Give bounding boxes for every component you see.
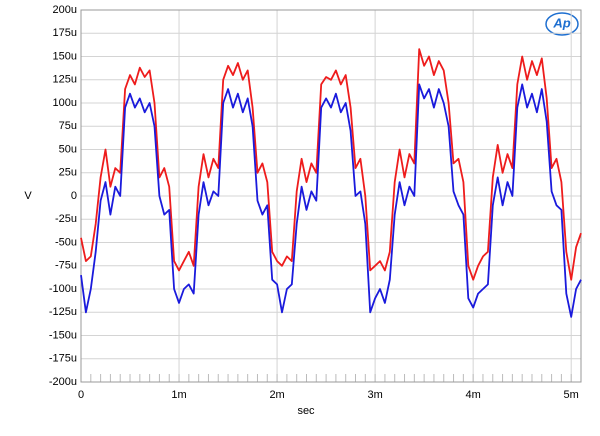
logo-text: Ap [552, 15, 570, 30]
y-tick-label: 100u [53, 97, 77, 109]
y-tick-label: -175u [49, 353, 77, 365]
y-tick-label: 0 [71, 190, 77, 202]
y-tick-label: 125u [53, 74, 77, 86]
y-tick-label: -100u [49, 283, 77, 295]
logo-ring [545, 12, 579, 36]
y-tick-label: -25u [55, 213, 77, 225]
y-tick-label: 50u [59, 143, 77, 155]
plot-frame [80, 9, 582, 383]
y-tick-label: -150u [49, 329, 77, 341]
y-tick-label: 75u [59, 120, 77, 132]
x-tick-label: 1m [171, 389, 186, 401]
y-tick-label: -125u [49, 306, 77, 318]
y-tick-label: 25u [59, 167, 77, 179]
x-axis-label: sec [297, 405, 315, 417]
y-axis-label: V [24, 190, 32, 202]
logo: Ap [545, 12, 579, 36]
y-tick-label: 150u [53, 50, 77, 62]
series-line [80, 83, 582, 318]
x-tick-label: 0 [78, 389, 84, 401]
y-tick-label: -75u [55, 260, 77, 272]
x-tick-label: 2m [269, 389, 284, 401]
y-tick-label: -200u [49, 376, 77, 388]
y-tick-label: -50u [55, 236, 77, 248]
x-tick-label: 3m [367, 389, 382, 401]
x-tick-label: 4m [466, 389, 481, 401]
x-tick-label: 5m [564, 389, 579, 401]
y-tick-label: 175u [53, 27, 77, 39]
series-line [80, 48, 582, 281]
y-tick-label: 200u [53, 4, 77, 16]
